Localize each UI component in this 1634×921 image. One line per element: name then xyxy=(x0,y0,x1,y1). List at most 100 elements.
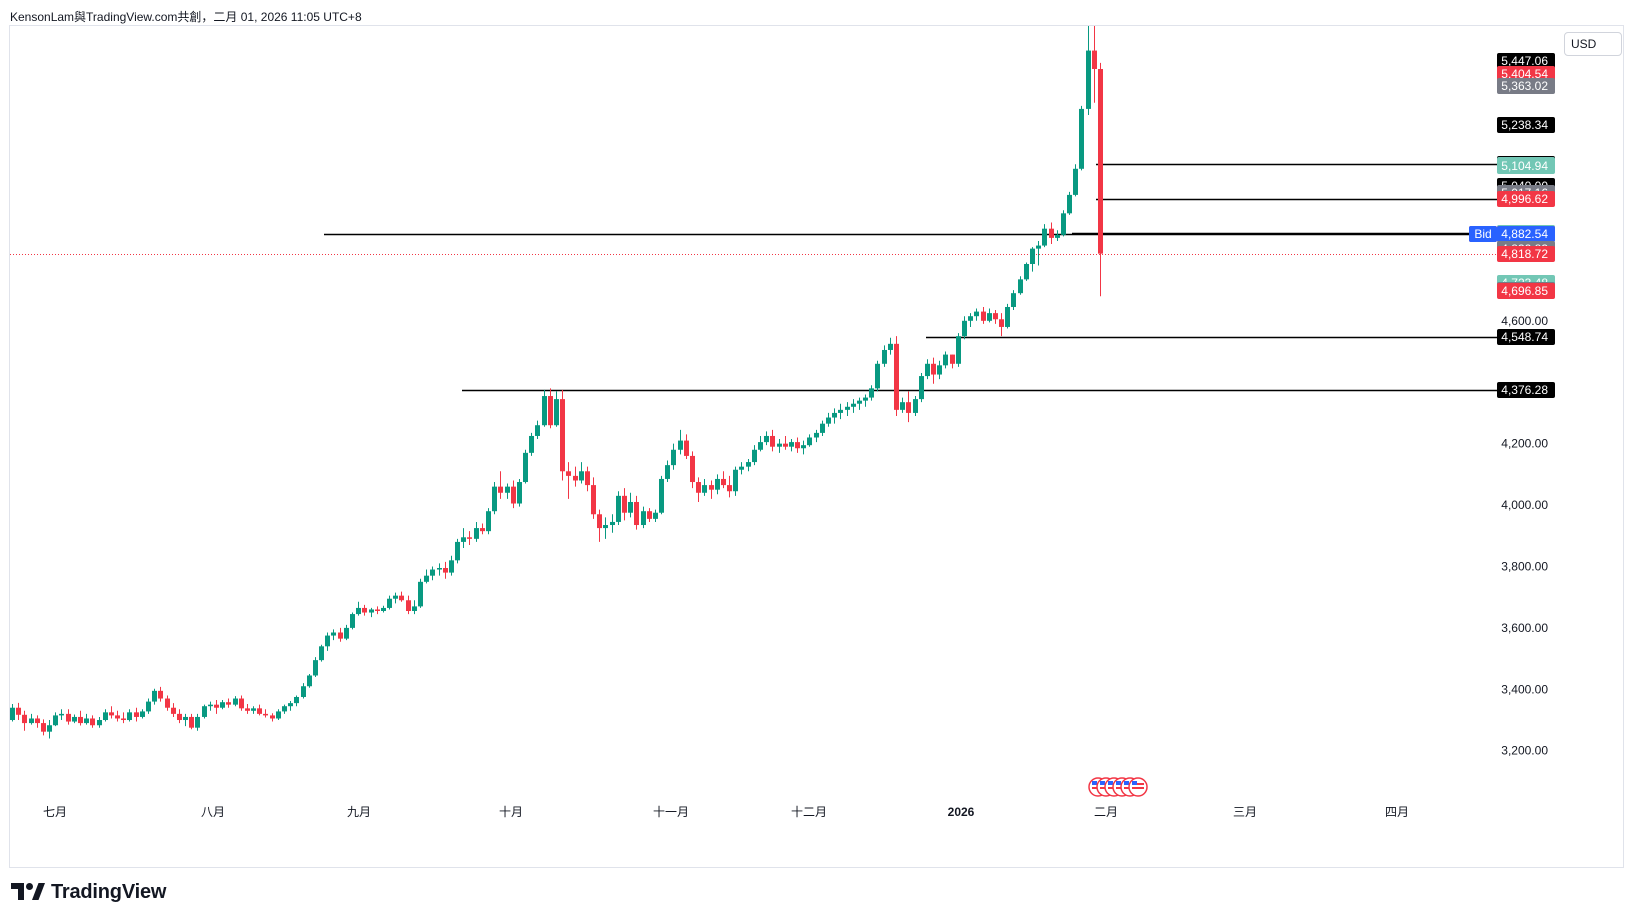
tradingview-logo[interactable]: TradingView xyxy=(11,878,166,906)
candle-body xyxy=(10,707,15,721)
candle-body xyxy=(301,686,306,697)
candle-body xyxy=(72,716,77,722)
price-badge-label: Bid xyxy=(1474,227,1491,241)
candle-body xyxy=(307,675,312,687)
price-badge: 4,376.28 xyxy=(1497,382,1555,398)
candle-body xyxy=(913,399,918,413)
candle-body xyxy=(999,319,1004,327)
candle-body xyxy=(560,399,565,472)
time-axis-label: 十二月 xyxy=(791,805,827,819)
candle-body xyxy=(356,607,361,615)
candle-body xyxy=(548,396,553,426)
price-badge: 4,696.85 xyxy=(1497,283,1555,299)
candle-body xyxy=(412,606,417,611)
candle-body xyxy=(16,707,21,715)
candle-body xyxy=(715,478,720,490)
candle-body xyxy=(993,313,998,320)
candle-body xyxy=(1030,248,1035,264)
candle-body xyxy=(801,445,806,449)
price-badge: 5,238.34 xyxy=(1497,117,1555,133)
candle-body xyxy=(486,511,491,532)
candle-body xyxy=(579,471,584,481)
chart-frame[interactable]: 3,200.00 3,400.00 3,600.00 3,800.00 4,000.00… xyxy=(9,25,1624,868)
candle-body xyxy=(906,402,911,413)
price-chart[interactable]: 3,200.00 3,400.00 3,600.00 3,800.00 4,000.00… xyxy=(10,26,1623,867)
candle-body xyxy=(294,696,299,704)
candle-body xyxy=(789,442,794,447)
candle-body xyxy=(733,469,738,492)
candle-body xyxy=(282,706,287,712)
candle-body xyxy=(362,607,367,613)
candle-body xyxy=(35,718,40,724)
candle-body xyxy=(369,609,374,613)
candle-body xyxy=(220,702,225,708)
candle-body xyxy=(202,706,207,717)
price-badge-value: 5,363.02 xyxy=(1501,79,1548,93)
candle-body xyxy=(937,365,942,375)
candle-body xyxy=(1036,245,1041,249)
price-badge-value: 4,882.54 xyxy=(1501,227,1548,241)
candle-body xyxy=(659,478,664,513)
candle-body xyxy=(189,716,194,728)
time-axis: 七月 八月 九月 十月 十一月 十二月 2026 二月 三月 四月 xyxy=(43,805,1409,819)
candle-body xyxy=(226,702,231,705)
time-axis-label: 二月 xyxy=(1094,805,1118,819)
candle-body xyxy=(535,425,540,436)
candle-body xyxy=(381,607,386,611)
price-axis-tick: 4,200.00 xyxy=(1501,437,1548,451)
candle-body xyxy=(66,713,71,722)
candle-body xyxy=(523,452,528,483)
candle-body xyxy=(678,440,683,450)
candle-body xyxy=(263,713,268,716)
price-badge-value: 5,238.34 xyxy=(1501,118,1548,132)
candle-body xyxy=(1092,50,1097,69)
candle-body xyxy=(758,442,763,450)
time-axis-label: 八月 xyxy=(201,805,225,819)
candle-body xyxy=(1098,68,1103,254)
candle-body xyxy=(443,568,448,573)
price-badge-value: 5,404.54 xyxy=(1501,67,1548,81)
candle-body xyxy=(665,465,670,479)
candle-body xyxy=(634,501,639,526)
candle-body xyxy=(103,712,108,721)
candle-body xyxy=(257,708,262,714)
currency-selector[interactable]: USD xyxy=(1564,32,1622,56)
candle-body xyxy=(1086,50,1091,109)
candle-body xyxy=(739,466,744,470)
candle-body xyxy=(498,486,503,493)
time-axis-label: 四月 xyxy=(1385,805,1409,819)
candle-body xyxy=(455,541,460,561)
time-axis-label: 九月 xyxy=(347,805,371,819)
candle-body xyxy=(467,537,472,539)
candle-body xyxy=(628,501,633,513)
candle-body xyxy=(931,363,936,375)
candle-body xyxy=(375,609,380,611)
candle-body xyxy=(1042,228,1047,246)
candle-body xyxy=(610,521,615,526)
candle-body xyxy=(919,376,924,400)
candle-body xyxy=(696,482,701,493)
candle-body xyxy=(641,511,646,526)
candle-body xyxy=(702,485,707,493)
candle-body xyxy=(399,595,404,601)
candle-body xyxy=(140,711,145,717)
candle-body xyxy=(943,354,948,366)
candle-body xyxy=(97,720,102,726)
candle-body xyxy=(325,635,330,647)
candle-body xyxy=(684,440,689,456)
candle-body xyxy=(826,417,831,424)
candle-body xyxy=(1049,228,1054,238)
time-axis-label: 三月 xyxy=(1233,805,1257,819)
price-badge: 4,548.74 xyxy=(1497,329,1555,345)
tradingview-logo-icon xyxy=(11,883,45,900)
candle-body xyxy=(183,716,188,721)
candle-body xyxy=(1073,168,1078,195)
price-badge-value: 4,376.28 xyxy=(1501,383,1548,397)
candle-body xyxy=(22,714,27,724)
candle-body xyxy=(875,363,880,389)
candle-body xyxy=(492,486,497,512)
price-axis: 3,200.00 3,400.00 3,600.00 3,800.00 4,000.00… xyxy=(1501,314,1548,758)
candle-body xyxy=(987,313,992,321)
candle-body xyxy=(319,646,324,661)
us-flag-icon[interactable] xyxy=(1128,777,1148,797)
